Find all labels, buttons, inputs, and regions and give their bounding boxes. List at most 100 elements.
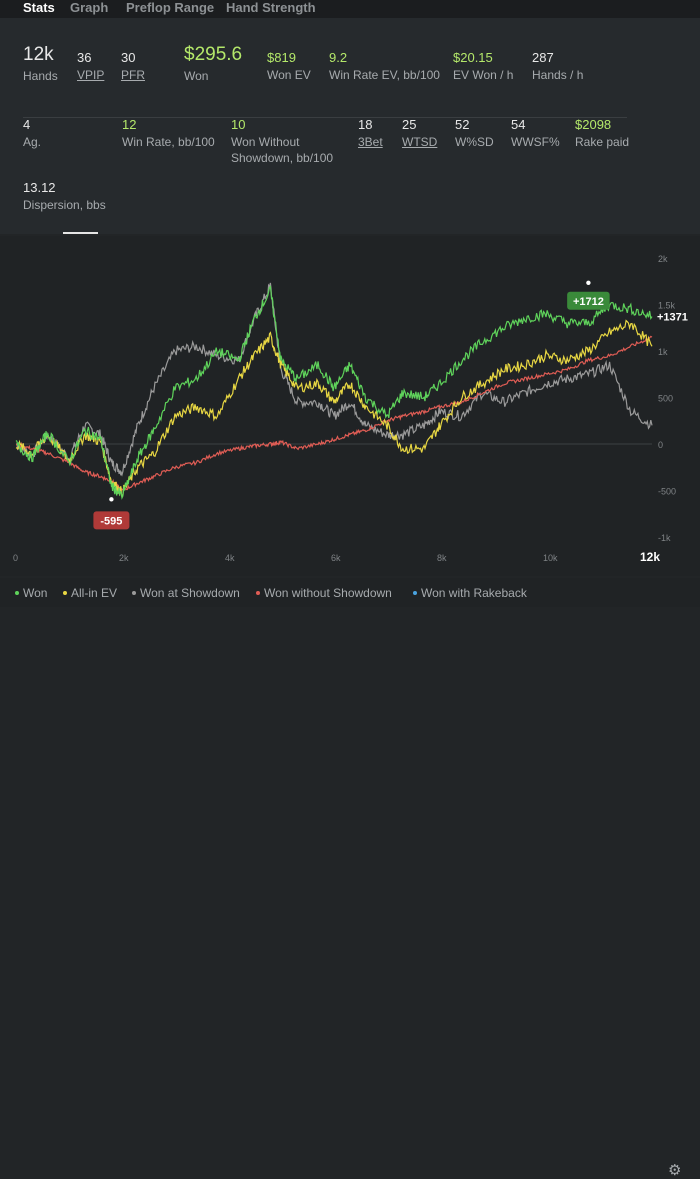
y-tick-label: 2k [658,254,668,264]
legend-item-won-at-showdown[interactable]: Won at Showdown [132,586,240,600]
annotation-label: -595 [100,515,122,527]
y-tick-label: 500 [658,394,673,404]
marker-dot [586,280,591,285]
end-value-label: +1371 [657,311,688,323]
stat-label: Dispersion, bbs [23,198,106,212]
profit-chart[interactable]: 2k 1.5k 1k 500 0 -500 -1k 0 2k 4k 6k 8k 10k 12k +1712 -… [0,236,700,576]
divider [23,117,627,118]
stat-wwsf: 54 WWSF% [511,117,560,150]
annotation-label: +1712 [573,296,604,308]
stat-won-without-showdown: 10 Won Without Showdown, bb/100 [231,117,333,166]
stat-value: 12 [122,117,137,132]
y-tick-label: 0 [658,440,663,450]
stat-label: W%SD [455,135,494,149]
stat-aggression: 4 Ag. [23,117,41,150]
legend-dot [15,590,19,595]
stat-value: 287 [532,50,554,65]
stat-won-ev: $819 Won EV [267,50,311,83]
stat-label: EV Won / h [453,68,514,82]
y-tick-label: -1k [658,533,671,543]
stat-value: $819 [267,50,296,65]
stat-label: Ag. [23,135,42,149]
stat-hands-per-hour: 287 Hands / h [532,50,583,83]
x-tick-label: 10k [543,553,558,563]
stat-value: 25 [402,117,417,132]
legend-label: Won without Showdown [264,586,392,600]
x-tick-label: 6k [331,553,341,563]
series-line-won-at-showdown [15,282,653,477]
stat-label[interactable]: WTSD [402,135,438,149]
stat-w-sd: 52 W%SD [455,117,494,150]
annotation-badge [93,511,130,530]
stat-value: 13.12 [23,180,56,195]
stat-pfr: 30 PFR [121,50,145,83]
stat-dispersion: 13.12 Dispersion, bbs [23,180,106,213]
stat-label[interactable]: VPIP [77,68,105,82]
gear-icon[interactable]: ⚙ [668,1162,682,1179]
legend-dot [132,590,136,595]
stat-value: $20.15 [453,50,493,65]
stat-3bet: 18 3Bet [358,117,383,150]
legend-label: All-in EV [71,586,118,600]
stat-label: Win Rate, bb/100 [122,135,215,149]
stat-label: Won [184,69,209,83]
stat-wtsd: 25 WTSD [402,117,437,150]
graph-panel: 2k 1.5k 1k 500 0 -500 -1k 0 2k 4k 6k 8k 10k 12k +1712 -… [0,236,700,576]
stat-value: 54 [511,117,526,132]
legend-item-won-with-rakeback[interactable]: Won with Rakeback [413,586,527,600]
stat-rake-paid: $2098 Rake paid [575,117,629,150]
legend-dot [63,590,67,595]
stat-win-rate: 12 Win Rate, bb/100 [122,117,215,150]
stat-value: 36 [77,50,92,65]
annotation-badge [567,291,610,310]
x-tick-label: 2k [119,553,129,563]
stat-label: Hands / h [532,68,584,82]
stat-value: 52 [455,117,470,132]
legend-item-won[interactable]: Won [15,586,47,600]
legend-label: Won [23,586,48,600]
active-tab-indicator [63,232,98,234]
legend-item-won-without-showdown[interactable]: Won without Showdown [256,586,392,600]
stat-value: 12k [23,44,54,65]
x-tick-label: 4k [225,553,235,563]
stat-ev-won-per-hour: $20.15 EV Won / h [453,50,513,83]
stat-value: 10 [231,117,246,132]
y-tick-label: 1k [658,347,668,357]
stat-won: $295.6 Won [184,44,242,84]
y-tick-label: 1.5k [658,301,676,311]
legend-label: Won with Rakeback [421,586,527,600]
stat-hands: 12k Hands [23,44,58,84]
marker-dot [109,497,114,502]
tab-preflop-range[interactable]: Preflop Range [126,0,215,15]
stat-label[interactable]: 3Bet [358,135,383,149]
x-tick-label: 12k [640,550,660,564]
x-tick-label: 8k [437,553,447,563]
stat-label: Won EV [267,68,311,82]
tab-graph[interactable]: Graph [70,0,109,15]
tab-stats[interactable]: Stats [23,0,55,15]
series-line-all-in-ev [15,319,653,499]
x-tick-label: 0 [13,553,18,563]
stat-win-rate-ev: 9.2 Win Rate EV, bb/100 [329,50,440,83]
y-tick-label: -500 [658,487,676,497]
chart-legend: Won All-in EV Won at Showdown Won withou… [0,578,700,1179]
stats-panel: 12k Hands 36 VPIP 30 PFR $295.6 Won $819… [0,18,700,234]
legend-dot [413,590,417,595]
stat-label[interactable]: PFR [121,68,145,82]
stat-value: 18 [358,117,373,132]
stat-value: $295.6 [184,44,243,65]
tab-hand-strength[interactable]: Hand Strength [226,0,316,15]
stat-vpip: 36 VPIP [77,50,104,83]
stat-value: $2098 [575,117,612,132]
stat-value: 30 [121,50,136,65]
stat-label: Win Rate EV, bb/100 [329,68,440,82]
stat-value: 4 [23,117,31,132]
legend-label: Won at Showdown [140,586,240,600]
stat-label: Hands [23,69,58,83]
stat-label-line2: Showdown, bb/100 [231,151,334,165]
tab-bar: Stats Graph Preflop Range Hand Strength [0,0,700,18]
stat-value: 9.2 [329,50,348,65]
stat-label: WWSF% [511,135,560,149]
series-line-won [15,285,653,500]
legend-item-all-in-ev[interactable]: All-in EV [63,586,117,600]
